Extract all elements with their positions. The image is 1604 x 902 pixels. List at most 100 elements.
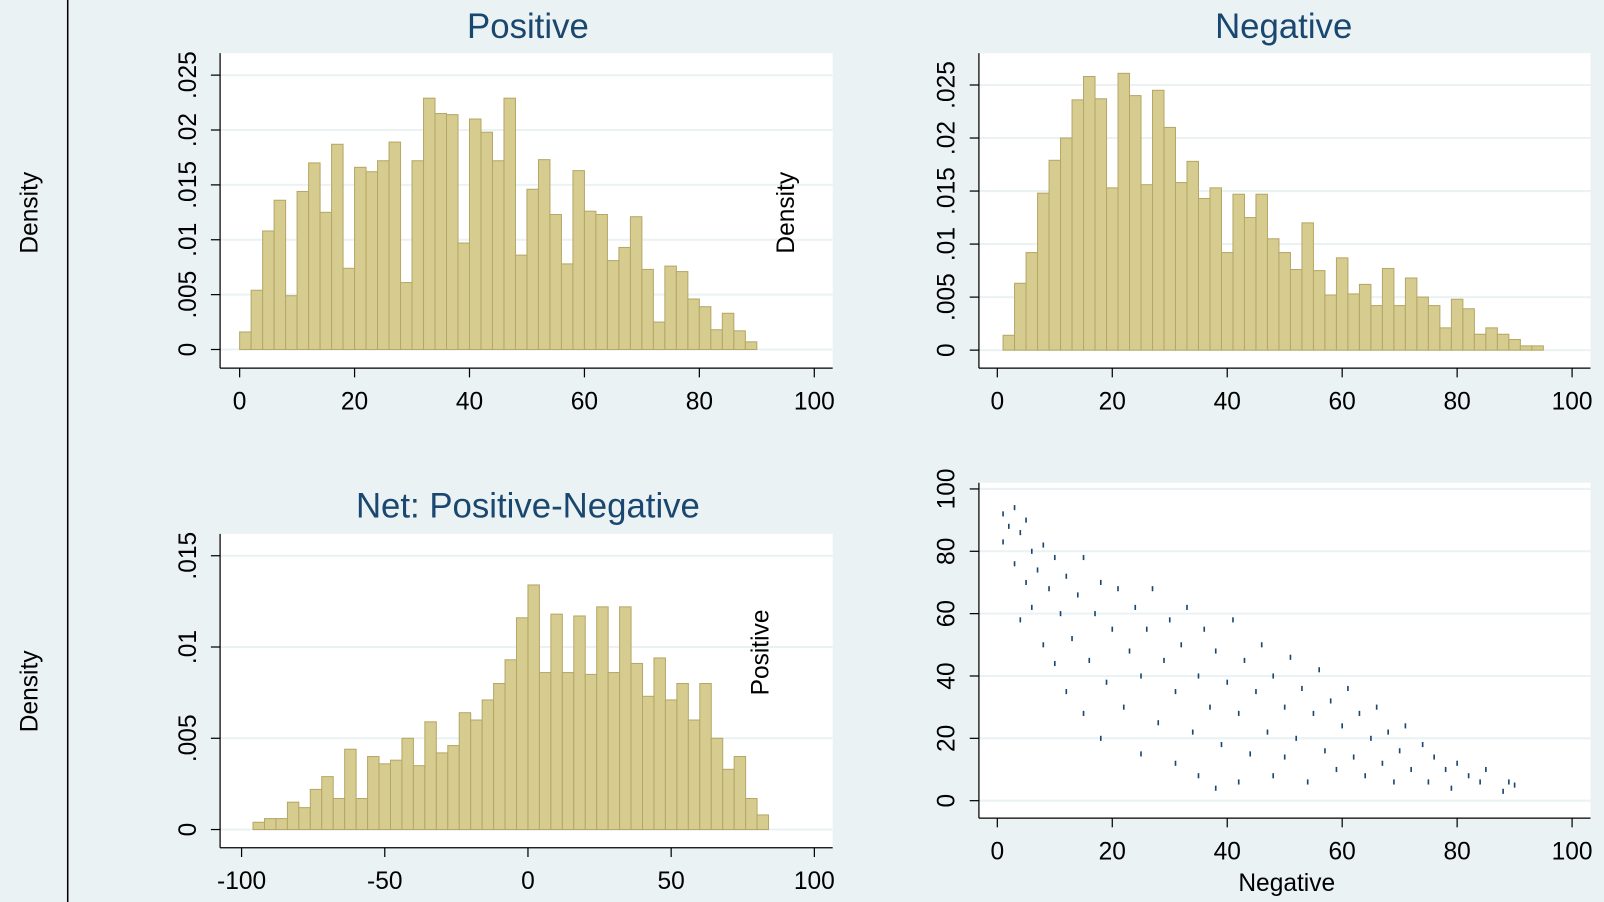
point bbox=[1214, 785, 1217, 791]
y-tick-label: 0 bbox=[934, 343, 961, 357]
y-tick-label: 20 bbox=[934, 725, 961, 752]
point bbox=[1393, 779, 1395, 785]
bar bbox=[537, 159, 551, 351]
bar bbox=[549, 214, 562, 351]
bar bbox=[457, 242, 471, 351]
bar bbox=[250, 289, 264, 351]
x-tick-label: 100 bbox=[794, 388, 835, 415]
x-tick-label: -100 bbox=[217, 868, 266, 895]
bar bbox=[1083, 75, 1096, 351]
point bbox=[1335, 766, 1338, 773]
bar bbox=[607, 672, 621, 831]
x-tick-label: 0 bbox=[521, 868, 535, 895]
x-axis-title: Negative bbox=[1238, 870, 1335, 897]
bar bbox=[733, 756, 747, 831]
point bbox=[1352, 754, 1355, 760]
point bbox=[1197, 673, 1200, 679]
bar bbox=[710, 737, 724, 831]
bar bbox=[273, 199, 287, 351]
bar bbox=[262, 230, 275, 351]
bar bbox=[1289, 269, 1303, 351]
bar bbox=[1266, 238, 1280, 351]
y-axis-title: Density bbox=[16, 171, 43, 254]
bar bbox=[1048, 159, 1062, 351]
bar bbox=[1450, 298, 1464, 351]
point bbox=[1421, 742, 1424, 748]
bar bbox=[411, 160, 425, 351]
bar bbox=[435, 752, 449, 831]
point bbox=[1094, 611, 1096, 617]
point bbox=[1157, 720, 1160, 726]
bar bbox=[1427, 305, 1441, 351]
point bbox=[1387, 729, 1389, 735]
point bbox=[1318, 667, 1321, 673]
point bbox=[1306, 779, 1309, 785]
bar bbox=[1462, 308, 1475, 351]
point bbox=[1260, 642, 1263, 648]
bar bbox=[1025, 252, 1039, 351]
y-tick-label: 60 bbox=[934, 600, 961, 627]
point bbox=[1076, 592, 1079, 598]
bar bbox=[1037, 192, 1050, 351]
bar bbox=[652, 321, 666, 351]
point bbox=[1140, 673, 1142, 679]
bar bbox=[1174, 182, 1188, 351]
point bbox=[1197, 773, 1200, 779]
bar bbox=[388, 141, 402, 351]
bar bbox=[1312, 270, 1326, 351]
y-axis-title: Density bbox=[773, 171, 800, 254]
y-tick-label: 80 bbox=[934, 538, 961, 565]
point bbox=[1088, 657, 1091, 663]
bar bbox=[642, 695, 655, 831]
bar bbox=[355, 798, 369, 831]
point bbox=[1174, 689, 1177, 695]
bar bbox=[1186, 160, 1199, 351]
point bbox=[1186, 604, 1188, 610]
plot-area bbox=[978, 482, 1591, 819]
point bbox=[1237, 710, 1240, 716]
y-tick-label: .005 bbox=[175, 714, 202, 762]
x-tick-label: 40 bbox=[456, 388, 483, 415]
bar bbox=[675, 271, 689, 351]
point bbox=[1375, 704, 1378, 710]
bar bbox=[342, 267, 356, 351]
point bbox=[1266, 729, 1269, 735]
point bbox=[1105, 679, 1108, 685]
bar bbox=[550, 613, 563, 831]
point bbox=[1427, 779, 1430, 785]
bar bbox=[447, 745, 460, 831]
bar bbox=[367, 756, 380, 831]
y-tick-label: 0 bbox=[175, 343, 202, 357]
bar bbox=[584, 673, 598, 831]
bar bbox=[252, 821, 265, 831]
point bbox=[1111, 626, 1114, 632]
point bbox=[1134, 604, 1137, 610]
point bbox=[1013, 561, 1016, 567]
bar bbox=[389, 759, 403, 831]
y-tick-label: .015 bbox=[934, 167, 961, 215]
y-tick-label: .005 bbox=[934, 273, 961, 321]
bar bbox=[331, 143, 344, 351]
point bbox=[1283, 754, 1286, 760]
point bbox=[1272, 773, 1275, 779]
y-tick-label: .02 bbox=[175, 113, 202, 147]
bar bbox=[286, 801, 300, 831]
point bbox=[1220, 742, 1223, 748]
bar bbox=[710, 329, 723, 351]
bar bbox=[423, 97, 436, 351]
bar bbox=[1439, 327, 1452, 351]
point bbox=[1042, 542, 1045, 548]
y-tick-label: 100 bbox=[934, 468, 961, 509]
bar bbox=[400, 282, 413, 351]
point bbox=[1232, 617, 1234, 623]
bar bbox=[1370, 305, 1383, 351]
bar bbox=[275, 818, 288, 831]
bar bbox=[721, 312, 735, 351]
point bbox=[1249, 751, 1252, 757]
x-tick-label: 20 bbox=[1099, 388, 1126, 415]
point bbox=[1485, 766, 1487, 773]
bar bbox=[319, 211, 333, 351]
point bbox=[1513, 782, 1516, 788]
